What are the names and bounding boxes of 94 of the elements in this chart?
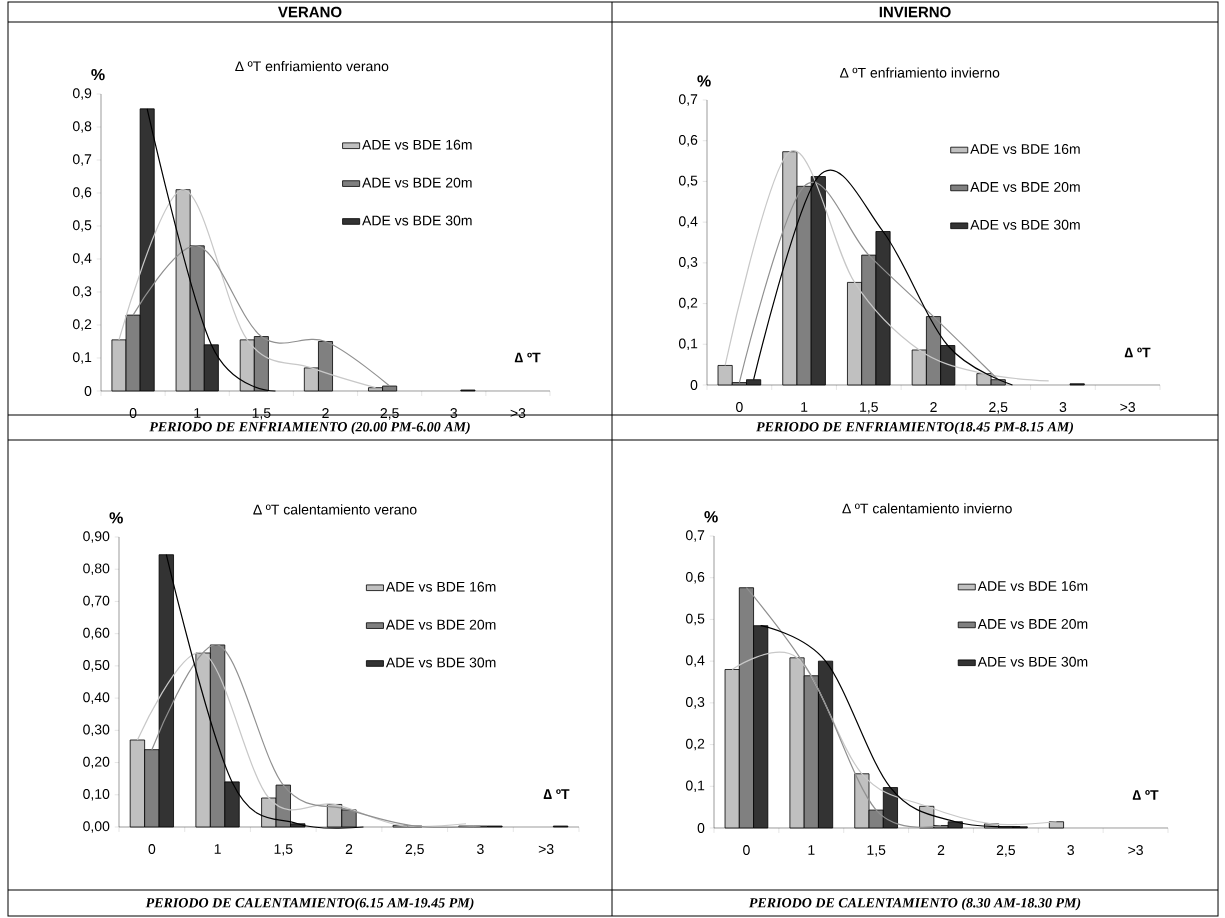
y-tick-label: 0,9 <box>72 88 92 100</box>
y-tick-label: 0,5 <box>678 175 698 188</box>
x-tick-label: 1 <box>214 844 221 854</box>
y-tick-label: 0 <box>690 380 698 390</box>
x-axis-title: ∆ ºT <box>1124 347 1151 358</box>
x-tick-label: 0 <box>148 844 156 855</box>
x-tick-label: 0 <box>743 845 750 856</box>
y-axis-title: % <box>91 68 105 81</box>
x-tick-label: >3 <box>538 844 554 855</box>
y-tick-label: 0,3 <box>685 697 705 709</box>
y-tick-label: 0,3 <box>72 286 92 298</box>
x-tick-label: 3 <box>450 408 458 419</box>
y-tick-label: 0,1 <box>678 338 698 351</box>
x-tick-label: 1,5 <box>867 845 886 857</box>
x-tick-label: 2,5 <box>380 408 399 420</box>
y-tick-label: 0,8 <box>72 121 92 133</box>
x-tick-label: 2,5 <box>405 844 424 856</box>
y-tick-label: 0,40 <box>83 692 110 704</box>
chart-title: ∆ ºT enfriamiento invierno <box>839 67 1000 78</box>
y-tick-label: 0,3 <box>678 257 698 269</box>
legend-label: ADE vs BDE 20m <box>977 618 1088 629</box>
y-tick-label: 0,6 <box>678 134 698 147</box>
legend-label: ADE vs BDE 16m <box>970 144 1080 155</box>
x-tick-label: >3 <box>1128 845 1143 856</box>
y-tick-label: 0,4 <box>72 253 92 265</box>
x-tick-label: 1,5 <box>860 402 878 414</box>
x-tick-label: 2 <box>937 845 945 855</box>
x-tick-label: 1 <box>801 402 808 412</box>
legend-label: ADE vs BDE 30m <box>385 657 496 668</box>
x-tick-label: 2 <box>322 408 329 418</box>
y-tick-label: 0,6 <box>685 571 705 584</box>
text: PERIODO DE CALENTAMIENTO(6.15 AM-19.45 PM) <box>145 897 474 911</box>
y-tick-label: 0,6 <box>72 187 92 199</box>
x-tick-label: 0 <box>736 402 743 413</box>
y-tick-label: 0 <box>84 386 92 396</box>
x-tick-label: 3 <box>1059 402 1067 413</box>
x-tick-label: 3 <box>477 844 484 855</box>
legend-label: ADE vs BDE 16m <box>385 581 496 592</box>
x-tick-label: 0 <box>129 408 137 419</box>
x-tick-label: 1,5 <box>274 844 293 856</box>
text: PERIODO DE ENFRIAMIENTO (20.00 PM-6.00 AM) <box>149 421 470 435</box>
y-axis-title: % <box>109 512 123 524</box>
y-tick-label: 0,20 <box>83 756 110 769</box>
y-axis-title: % <box>697 75 711 87</box>
text: VERANO <box>278 6 342 18</box>
x-tick-label: 1 <box>194 408 201 418</box>
y-tick-label: 0,60 <box>83 627 110 640</box>
y-tick-label: 0,7 <box>678 94 698 106</box>
y-tick-label: 0,7 <box>72 154 92 166</box>
y-tick-label: 0,2 <box>678 297 698 310</box>
x-tick-label: 3 <box>1067 845 1074 856</box>
x-tick-label: 2,5 <box>989 402 1008 414</box>
legend-label: ADE vs BDE 20m <box>362 177 472 188</box>
legend-label: ADE vs BDE 30m <box>970 219 1080 230</box>
x-axis-title: ∆ ºT <box>543 789 570 799</box>
y-axis-title: % <box>704 511 718 523</box>
x-tick-label: 2 <box>345 844 353 854</box>
y-tick-label: 0,50 <box>83 660 110 672</box>
x-axis-title: ∆ ºT <box>1132 790 1159 800</box>
legend-label: ADE vs BDE 30m <box>977 656 1088 667</box>
y-tick-label: 0,10 <box>83 788 110 801</box>
y-tick-label: 0,4 <box>678 216 698 228</box>
y-tick-label: 0,2 <box>685 738 705 751</box>
text: PERIODO DE ENFRIAMIENTO(18.45 PM-8.15 AM) <box>756 421 1074 435</box>
text: INVIERNO <box>879 6 951 18</box>
y-tick-label: 0,5 <box>72 220 92 232</box>
y-tick-label: 0,2 <box>72 319 92 331</box>
y-tick-label: 0,7 <box>685 530 705 542</box>
x-tick-label: 1 <box>808 845 815 855</box>
chart-title: ∆ ºT enfriamiento verano <box>235 60 389 72</box>
y-tick-label: 0 <box>697 823 705 833</box>
legend-label: ADE vs BDE 20m <box>970 181 1080 192</box>
x-tick-label: >3 <box>510 408 526 419</box>
legend-label: ADE vs BDE 30m <box>362 215 472 226</box>
y-tick-label: 0,4 <box>685 655 705 667</box>
legend-label: ADE vs BDE 16m <box>362 139 472 150</box>
text: PERIODO DE CALENTAMIENTO (8.30 AM-18.30 PM) <box>748 897 1081 911</box>
y-tick-label: 0,1 <box>685 780 705 793</box>
y-tick-label: 0,1 <box>72 352 92 364</box>
x-axis-title: ∆ ºT <box>514 352 541 363</box>
y-tick-label: 0,30 <box>83 724 110 737</box>
chart-title: ∆ ºT calentamiento invierno <box>842 503 1012 514</box>
legend-label: ADE vs BDE 16m <box>977 581 1088 591</box>
legend-label: ADE vs BDE 20m <box>385 619 496 630</box>
x-tick-label: >3 <box>1120 402 1136 413</box>
x-tick-label: 2,5 <box>996 845 1016 857</box>
y-tick-label: 0,80 <box>83 563 110 575</box>
x-tick-label: 2 <box>930 402 937 412</box>
y-tick-label: 0,00 <box>83 821 110 833</box>
y-tick-label: 0,70 <box>83 595 110 608</box>
chart-title: ∆ ºT calentamiento verano <box>253 504 417 515</box>
y-tick-label: 0,5 <box>685 613 705 626</box>
y-tick-label: 0,90 <box>83 531 110 543</box>
x-tick-label: 1,5 <box>252 408 271 420</box>
